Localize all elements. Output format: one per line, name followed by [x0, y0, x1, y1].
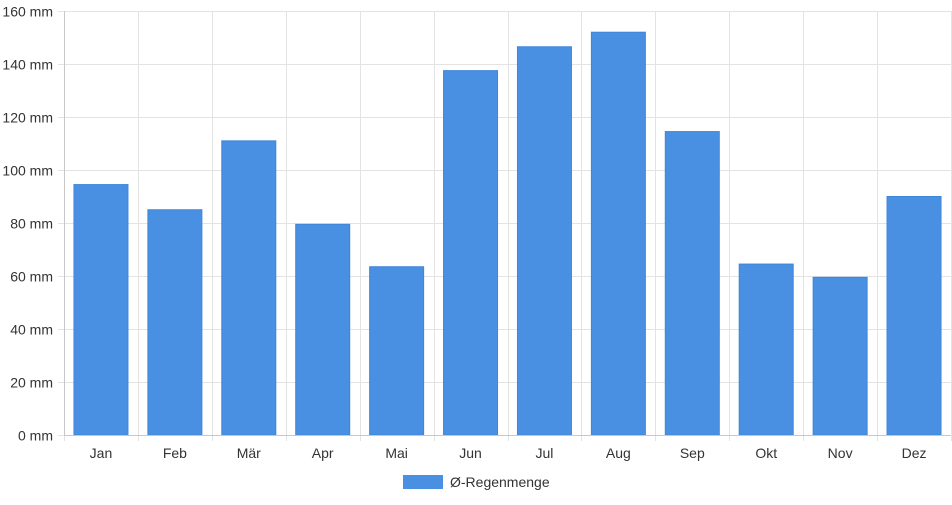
y-tick-label: 160 mm — [2, 4, 53, 20]
bar-Mai[interactable] — [369, 266, 425, 436]
x-tick-label: Aug — [606, 445, 631, 461]
x-tick-label: Jun — [459, 445, 482, 461]
x-tick-label: Mär — [237, 445, 261, 461]
bar-Dez[interactable] — [886, 196, 942, 436]
legend-label: Ø-Regenmenge — [450, 474, 550, 490]
x-tick-label: Dez — [902, 445, 927, 461]
bar-Mär[interactable] — [221, 140, 277, 436]
bar-Sep[interactable] — [664, 131, 720, 436]
y-tick-label: 120 mm — [2, 110, 53, 126]
x-tick-label: Jul — [536, 445, 554, 461]
x-tick-label: Sep — [680, 445, 705, 461]
bar-Nov[interactable] — [812, 276, 868, 436]
y-axis-labels: 0 mm 20 mm 40 mm 60 mm 80 mm 100 mm 120 mm 140 … — [2, 4, 53, 444]
bar-Jun[interactable] — [443, 70, 499, 436]
y-tick-label: 140 mm — [2, 57, 53, 73]
x-tick-label: Jan — [90, 445, 113, 461]
x-tick-label: Nov — [828, 445, 853, 461]
legend[interactable]: Ø-Regenmenge — [403, 474, 550, 490]
bar-Jul[interactable] — [516, 46, 572, 436]
bar-Jan[interactable] — [73, 184, 129, 436]
bar-Okt[interactable] — [738, 263, 794, 436]
x-tick-label: Apr — [312, 445, 334, 461]
bar-Aug[interactable] — [590, 31, 646, 436]
y-tick-label: 20 mm — [10, 375, 53, 391]
y-tick-label: 0 mm — [18, 428, 53, 444]
bar-Feb[interactable] — [147, 209, 203, 436]
legend-swatch — [403, 475, 443, 489]
x-axis-labels: Jan Feb Mär Apr Mai Jun Jul Aug Sep Okt Nov Dez — [90, 445, 927, 461]
x-tick-label: Mai — [385, 445, 408, 461]
bars — [73, 31, 942, 436]
y-tick-label: 100 mm — [2, 163, 53, 179]
y-tick-label: 80 mm — [10, 216, 53, 232]
bar-Apr[interactable] — [295, 223, 351, 436]
x-tick-label: Okt — [755, 445, 777, 461]
y-tick-label: 60 mm — [10, 269, 53, 285]
axes — [64, 11, 951, 436]
x-tick-label: Feb — [163, 445, 187, 461]
y-tick-label: 40 mm — [10, 322, 53, 338]
